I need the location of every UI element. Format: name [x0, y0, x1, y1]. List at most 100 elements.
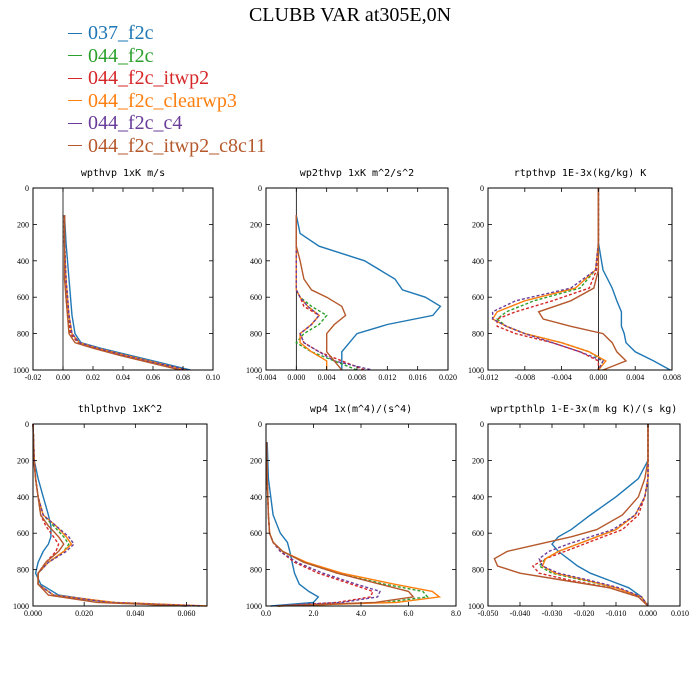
- y-tick-label: 0: [25, 420, 29, 429]
- y-tick-label: 400: [17, 493, 29, 502]
- x-tick-label: 0.004: [318, 373, 336, 382]
- y-tick-label: 400: [250, 493, 262, 502]
- y-tick-label: 200: [250, 220, 262, 229]
- y-tick-label: 0: [480, 420, 484, 429]
- legend-label: 044_f2c: [88, 44, 154, 67]
- x-tick-label: 0.010: [671, 609, 689, 618]
- x-tick-label: 0.06: [146, 373, 160, 382]
- chart-panel: wprtpthlp 1-E-3x(m kg K)/(s kg) -0.050 -0.…: [468, 404, 689, 618]
- legend-swatch: [68, 32, 82, 34]
- series-line: [32, 423, 187, 607]
- x-tick-label: 6.0: [404, 609, 414, 618]
- series-line: [63, 215, 184, 371]
- x-tick-label: -0.020: [574, 609, 595, 618]
- y-tick-label: 1000: [468, 366, 484, 375]
- plot-frame: [265, 187, 449, 371]
- x-tick-label: 0.000: [589, 373, 607, 382]
- x-tick-label: 0.012: [378, 373, 396, 382]
- panel-title: wprtpthlp 1-E-3x(m kg K)/(s kg): [491, 404, 678, 415]
- panel-title: rtpthvp 1E-3x(kg/kg) K: [514, 168, 646, 179]
- x-tick-label: 0.008: [663, 373, 681, 382]
- x-tick-label: -0.008: [514, 373, 535, 382]
- x-tick-label: -0.012: [478, 373, 499, 382]
- legend-item: 037_f2c: [68, 22, 266, 45]
- legend-item: 044_f2c_clearwp3: [68, 90, 266, 113]
- y-tick-label: 800: [472, 566, 484, 575]
- legend-swatch: [68, 55, 82, 57]
- y-tick-label: 600: [17, 529, 29, 538]
- x-tick-label: 0.016: [409, 373, 427, 382]
- x-tick-label: 0.04: [116, 373, 130, 382]
- y-tick-label: 1000: [13, 366, 29, 375]
- y-tick-label: 0: [25, 184, 29, 193]
- y-tick-label: 600: [472, 293, 484, 302]
- legend-swatch: [68, 77, 82, 79]
- series-line: [265, 442, 442, 607]
- series-line: [493, 424, 649, 607]
- series-line: [265, 442, 374, 607]
- y-tick-label: 600: [250, 293, 262, 302]
- legend-label: 044_f2c_itwp2_c8c11: [88, 134, 267, 157]
- series-line: [63, 215, 187, 371]
- x-tick-label: -0.004: [256, 373, 277, 382]
- x-tick-label: 0.004: [626, 373, 644, 382]
- y-tick-label: 800: [17, 566, 29, 575]
- legend-swatch: [68, 122, 82, 124]
- y-tick-label: 200: [472, 456, 484, 465]
- y-tick-label: 200: [472, 220, 484, 229]
- plot-frame: [32, 187, 214, 371]
- legend-item: 044_f2c: [68, 45, 266, 68]
- series-line: [266, 442, 320, 607]
- series-line: [597, 188, 671, 371]
- panel-title: wpthvp 1xK m/s: [81, 168, 165, 179]
- x-tick-label: 0.000: [287, 373, 305, 382]
- x-tick-label: 0.02: [86, 373, 100, 382]
- x-tick-label: -0.02: [25, 373, 42, 382]
- x-tick-label: 0.020: [75, 609, 93, 618]
- y-tick-label: 1000: [468, 602, 484, 611]
- chart-panel: wp4 1x(m^4)/(s^4) 0.0 2.0 4.0 6.0 8.0 0 200 400 6…: [246, 404, 461, 618]
- y-tick-label: 800: [250, 566, 262, 575]
- y-tick-label: 600: [250, 529, 262, 538]
- series-line: [265, 442, 381, 607]
- series-line: [538, 424, 649, 607]
- legend-item: 044_f2c_itwp2_c8c11: [68, 135, 266, 158]
- series-line: [551, 424, 649, 607]
- y-tick-label: 800: [17, 330, 29, 339]
- series-line: [295, 215, 347, 371]
- series-line: [32, 423, 187, 607]
- series-line: [63, 215, 188, 371]
- x-tick-label: -0.010: [606, 609, 627, 618]
- chart-panel: thlpthvp 1xK^2 0.000 0.020 0.040 0.060 0 200 40…: [13, 404, 208, 618]
- y-tick-label: 0: [258, 420, 262, 429]
- y-tick-label: 200: [17, 220, 29, 229]
- figure-title: CLUBB VAR at305E,0N: [248, 4, 452, 26]
- x-tick-label: 0.008: [348, 373, 366, 382]
- y-tick-label: 1000: [246, 602, 262, 611]
- series-line: [541, 424, 649, 607]
- y-tick-label: 400: [472, 493, 484, 502]
- plot-frame: [32, 423, 208, 607]
- series-line: [32, 423, 202, 607]
- series-line: [537, 188, 628, 371]
- y-tick-label: 200: [17, 456, 29, 465]
- x-tick-label: 4.0: [356, 609, 366, 618]
- y-tick-label: 200: [250, 456, 262, 465]
- y-tick-label: 800: [472, 330, 484, 339]
- x-tick-label: 0.000: [24, 609, 42, 618]
- legend: 037_f2c 044_f2c 044_f2c_itwp2 044_f2c_cl…: [68, 22, 266, 157]
- x-tick-label: 0.000: [639, 609, 657, 618]
- y-tick-label: 600: [17, 293, 29, 302]
- series-line: [63, 215, 185, 371]
- x-tick-label: 0.020: [439, 373, 457, 382]
- series-line: [63, 215, 191, 371]
- x-tick-label: 0.08: [176, 373, 190, 382]
- series-line: [491, 188, 607, 371]
- x-tick-label: 2.0: [309, 609, 319, 618]
- y-tick-label: 1000: [246, 366, 262, 375]
- series-line: [32, 423, 202, 607]
- y-tick-label: 800: [250, 330, 262, 339]
- x-tick-label: 0.0: [261, 609, 271, 618]
- series-line: [295, 215, 442, 370]
